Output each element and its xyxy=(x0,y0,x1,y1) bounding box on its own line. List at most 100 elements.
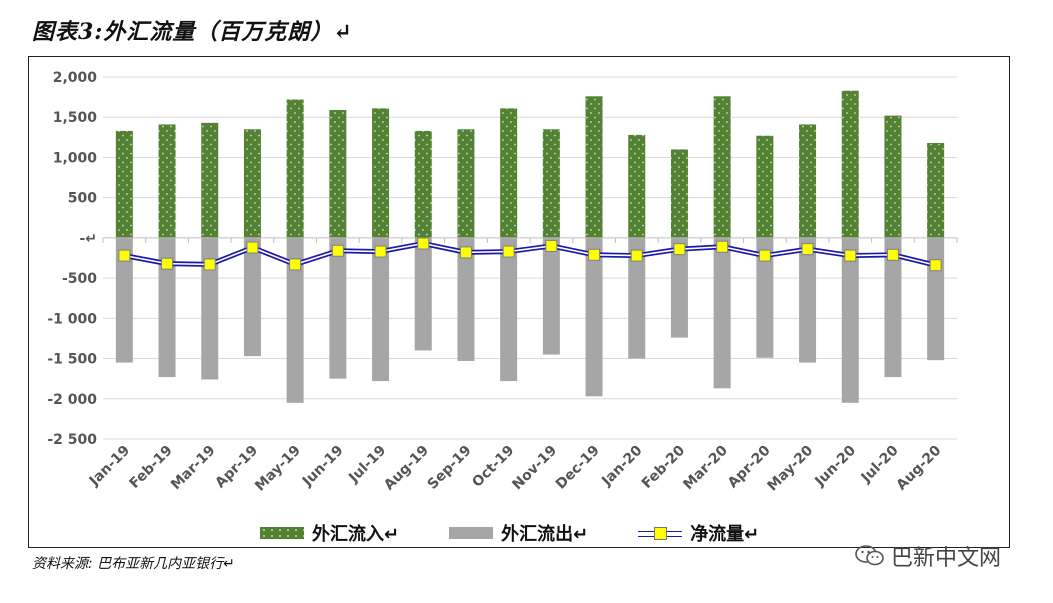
y-tick-label: 1,500 xyxy=(53,110,98,126)
bar-inflow xyxy=(329,109,347,238)
net-marker xyxy=(289,258,302,271)
x-tick-label: Jun-19 xyxy=(299,443,347,491)
net-marker xyxy=(118,249,131,262)
bar-outflow xyxy=(158,237,176,378)
net-marker xyxy=(374,245,387,258)
bar-inflow xyxy=(414,130,432,238)
net-marker xyxy=(801,243,814,256)
net-marker xyxy=(929,259,942,272)
bar-outflow xyxy=(670,237,688,338)
bar-outflow xyxy=(799,237,817,363)
net-marker xyxy=(417,237,430,250)
net-marker xyxy=(673,243,686,256)
bar-outflow xyxy=(500,237,518,382)
x-tick-label: Dec-19 xyxy=(553,443,603,493)
bar-inflow xyxy=(884,115,902,238)
legend-label-inflow: 外汇流入↵ xyxy=(312,524,400,545)
y-tick-label: 2,000 xyxy=(53,70,98,86)
legend-swatch-outflow xyxy=(449,527,494,539)
x-tick-label: Jan-19 xyxy=(86,443,133,490)
x-tick-label: Jan-20 xyxy=(598,442,645,489)
bar-outflow xyxy=(628,237,646,359)
net-marker xyxy=(630,249,643,262)
source-note: 资料来源: 巴布亚新几内亚银行↵ xyxy=(32,556,235,572)
legend-item-inflow: 外汇流入↵ xyxy=(260,520,399,546)
bar-inflow xyxy=(542,129,560,238)
bar-outflow xyxy=(243,237,261,357)
y-tick-label: -1 000 xyxy=(47,311,97,327)
x-tick-label: Feb-19 xyxy=(127,443,176,492)
figure-title: 图表3:外汇流量（百万克朗）↵ xyxy=(32,19,353,45)
chart-legend: 外汇流入↵ 外汇流出↵ 净流量↵ xyxy=(260,520,759,546)
y-tick-label: 500 xyxy=(68,191,97,207)
bar-outflow xyxy=(585,237,603,397)
net-marker xyxy=(758,249,771,262)
bar-outflow xyxy=(457,237,475,361)
bar-inflow xyxy=(841,90,859,238)
net-marker xyxy=(459,246,472,259)
legend-swatch-net xyxy=(638,527,683,540)
bar-outflow xyxy=(713,237,731,389)
legend-swatch-inflow xyxy=(260,527,304,539)
bar-inflow xyxy=(457,129,475,238)
net-marker xyxy=(545,239,558,252)
bar-outflow xyxy=(414,237,432,351)
bar-inflow xyxy=(585,96,603,238)
bar-outflow xyxy=(841,237,859,403)
bar-inflow xyxy=(243,129,261,238)
net-marker xyxy=(716,240,729,253)
bar-inflow xyxy=(158,124,176,238)
legend-item-outflow: 外汇流出↵ xyxy=(449,520,588,546)
legend-label-outflow: 外汇流出↵ xyxy=(501,524,589,545)
x-tick-label: Sep-19 xyxy=(425,443,475,493)
bar-outflow xyxy=(756,237,774,358)
net-marker xyxy=(161,257,174,270)
bar-inflow xyxy=(799,124,817,238)
bar-inflow xyxy=(500,108,518,238)
x-tick-label: Feb-20 xyxy=(639,442,689,492)
x-tick-label: Jun-20 xyxy=(811,442,859,490)
x-tick-label: May-19 xyxy=(252,443,304,495)
y-tick-label: -2 000 xyxy=(47,392,97,408)
legend-label-net: 净流量↵ xyxy=(690,524,760,545)
net-marker xyxy=(203,258,216,271)
bar-outflow xyxy=(286,237,304,403)
x-tick-label: Aug-20 xyxy=(893,442,944,493)
chart-frame: 2,000 1,500 1,000 500 -↵ -500 -1 000 -1 500 -2 0… xyxy=(28,56,1010,548)
y-tick-label: -500 xyxy=(62,271,97,287)
bar-inflow xyxy=(670,149,688,238)
net-marker xyxy=(844,249,857,262)
net-marker xyxy=(502,245,515,258)
x-tick-label: Aug-19 xyxy=(381,443,432,494)
bar-outflow xyxy=(372,237,390,382)
bar-inflow xyxy=(372,108,390,238)
net-marker xyxy=(886,248,899,261)
y-tick-label: -2 500 xyxy=(47,432,97,448)
y-tick-label: 1,000 xyxy=(53,150,98,166)
bar-outflow xyxy=(115,237,133,363)
x-tick-label: May-20 xyxy=(764,442,816,494)
wechat-icon xyxy=(855,545,884,566)
bar-outflow xyxy=(542,237,560,355)
bar-inflow xyxy=(115,130,133,238)
bar-outflow xyxy=(927,237,945,361)
y-tick-label: -↵ xyxy=(79,231,97,247)
watermark-text: 巴新中文网 xyxy=(891,546,1002,571)
net-line-inner xyxy=(124,242,936,267)
net-marker xyxy=(331,244,344,257)
fx-flow-chart: 2,000 1,500 1,000 500 -↵ -500 -1 000 -1 500 -2 0… xyxy=(47,70,958,495)
bar-outflow xyxy=(201,237,219,380)
bar-inflow xyxy=(201,122,219,238)
bar-outflow xyxy=(329,237,347,379)
x-tick-label: Nov-19 xyxy=(509,443,560,494)
bar-inflow xyxy=(713,96,731,238)
bar-inflow xyxy=(756,135,774,238)
y-tick-label: -1 500 xyxy=(47,352,97,368)
watermark: 巴新中文网 xyxy=(855,540,1001,572)
net-marker xyxy=(588,248,601,261)
net-marker xyxy=(246,241,259,254)
bar-outflow xyxy=(884,237,902,378)
bar-inflow xyxy=(927,142,945,238)
x-tick-label: Mar-19 xyxy=(168,443,219,494)
legend-item-net: 净流量↵ xyxy=(638,520,759,546)
